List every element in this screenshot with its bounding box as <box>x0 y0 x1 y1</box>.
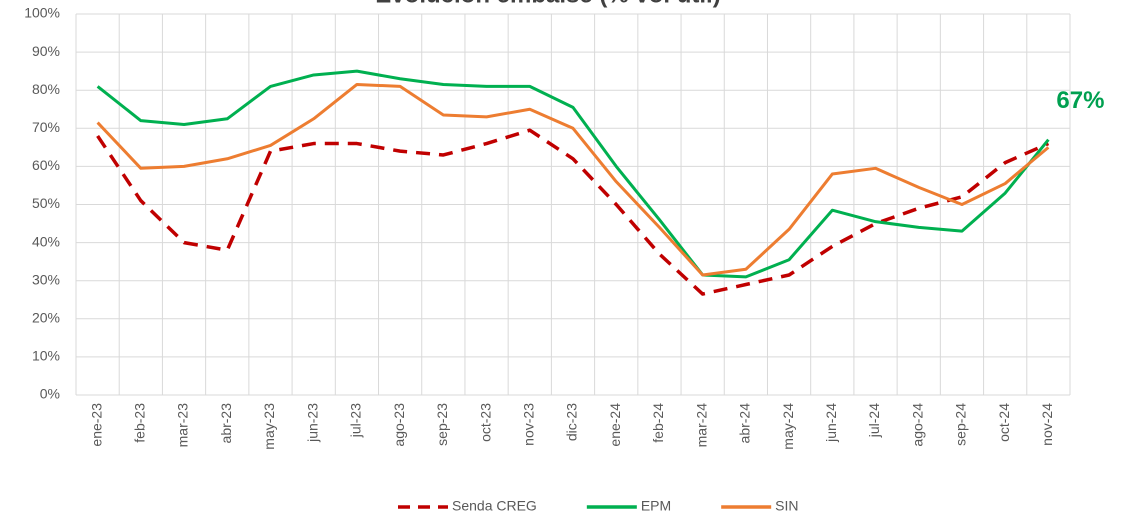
series-line <box>96 69 1050 279</box>
y-tick-label: 80% <box>32 81 60 97</box>
x-tick-label: abr-24 <box>737 403 753 444</box>
y-tick-label: 20% <box>32 310 60 326</box>
y-tick-label: 70% <box>32 119 60 135</box>
x-tick-label: mar-24 <box>693 403 709 448</box>
y-tick-label: 60% <box>32 157 60 173</box>
x-tick-label: may-24 <box>780 403 796 450</box>
x-tick-label: feb-23 <box>132 403 148 443</box>
x-tick-label: sep-24 <box>953 403 969 446</box>
legend-label: Senda CREG <box>452 498 537 514</box>
y-tick-label: 0% <box>40 386 60 402</box>
x-tick-label: may-23 <box>261 403 277 450</box>
x-tick-label: feb-24 <box>650 403 666 443</box>
legend-label: EPM <box>641 498 671 514</box>
chart-title: Evolución embalse (% vol útil) <box>375 0 720 8</box>
x-tick-label: oct-24 <box>996 403 1012 442</box>
x-tick-label: jul-24 <box>866 403 882 438</box>
y-tick-label: 50% <box>32 195 60 211</box>
x-tick-label: dic-23 <box>564 403 580 441</box>
series-line <box>96 82 1050 277</box>
y-tick-label: 40% <box>32 233 60 249</box>
x-tick-label: oct-23 <box>477 403 493 442</box>
x-tick-label: sep-23 <box>434 403 450 446</box>
x-tick-label: nov-24 <box>1039 403 1055 446</box>
legend-label: SIN <box>775 498 798 514</box>
x-tick-label: nov-23 <box>520 403 536 446</box>
x-tick-label: ene-23 <box>88 403 104 447</box>
annotation: 67% <box>1056 87 1104 114</box>
x-tick-label: abr-23 <box>218 403 234 444</box>
x-tick-label: ene-24 <box>607 403 623 447</box>
x-tick-label: ago-24 <box>909 403 925 447</box>
series-line <box>96 128 1050 296</box>
y-tick-label: 100% <box>24 5 60 21</box>
x-tick-label: jun-24 <box>823 403 839 443</box>
x-tick-label: jun-23 <box>304 403 320 443</box>
x-tick-label: jul-23 <box>348 403 364 438</box>
y-tick-label: 90% <box>32 43 60 59</box>
x-tick-label: ago-23 <box>391 403 407 447</box>
y-tick-label: 10% <box>32 348 60 364</box>
x-tick-label: mar-23 <box>175 403 191 448</box>
y-tick-label: 30% <box>32 271 60 287</box>
